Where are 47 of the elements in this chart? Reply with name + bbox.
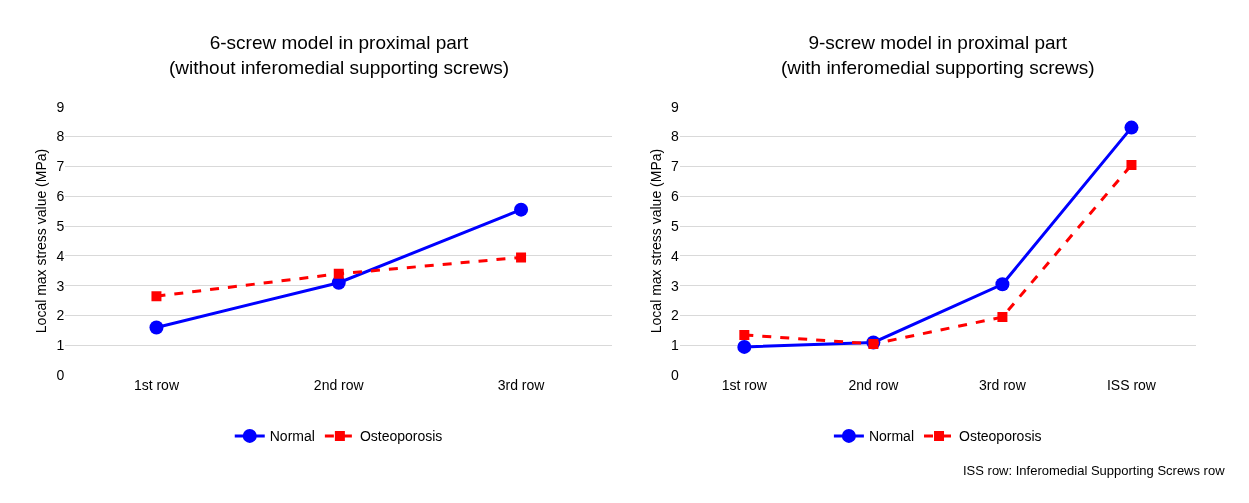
x-tick-label: ISS row [1106,377,1157,394]
point [1126,159,1137,170]
x-tick-label: 1st row [133,377,180,394]
y-tick-label: 6 [671,188,680,205]
y-tick-label: 7 [671,158,680,175]
legend-label: Osteoporosis [359,428,443,445]
y-tick-label: 3 [56,277,65,294]
chart-title: 9-screw model in proximal part (with inferomedial supporting screws) [781,32,1095,78]
x-tick-label: 1st row [721,377,768,394]
legend-label: Osteoporosis [959,428,1042,445]
y-tick-label: 4 [56,247,65,264]
y-tick-label: 5 [671,217,680,234]
y-tick-label: 4 [671,247,680,264]
point [151,291,162,302]
y-tick-label: 2 [671,307,680,324]
y-tick-label: 8 [56,128,65,145]
x-tick-label: 2nd row [848,377,900,394]
y-tick-label: 0 [671,367,680,384]
point [1124,120,1139,135]
point [737,339,752,354]
point [516,252,527,263]
y-tick-label: 0 [56,367,65,384]
point [739,329,750,340]
y-tick-label: 9 [56,98,65,115]
y-axis-title: Local max stress value (MPa) [33,148,50,334]
y-axis-title: Local max stress value (MPa) [647,148,664,334]
y-tick-label: 8 [671,128,680,145]
x-tick-label: 2nd row [313,377,365,394]
point [333,268,344,279]
y-tick-label: 6 [56,188,65,205]
chart-title: 6-screw model in proximal part (without inferomedial supporting screws) [169,32,510,78]
y-tick-label: 3 [671,277,680,294]
point [514,202,529,217]
legend-label: Normal [269,428,315,445]
point [149,320,164,335]
x-tick-label: 3rd row [497,377,546,394]
y-tick-label: 9 [671,98,680,115]
text: ISS row: Inferomedial Supporting Screws row [963,463,1226,478]
y-tick-label: 7 [56,158,65,175]
y-tick-label: 1 [671,337,680,354]
y-tick-label: 1 [56,337,65,354]
y-tick-label: 2 [56,307,65,324]
legend-label: Normal [868,428,915,445]
point [997,312,1008,323]
y-tick-label: 5 [56,217,65,234]
x-tick-label: 3rd row [979,377,1027,394]
point [995,277,1010,292]
